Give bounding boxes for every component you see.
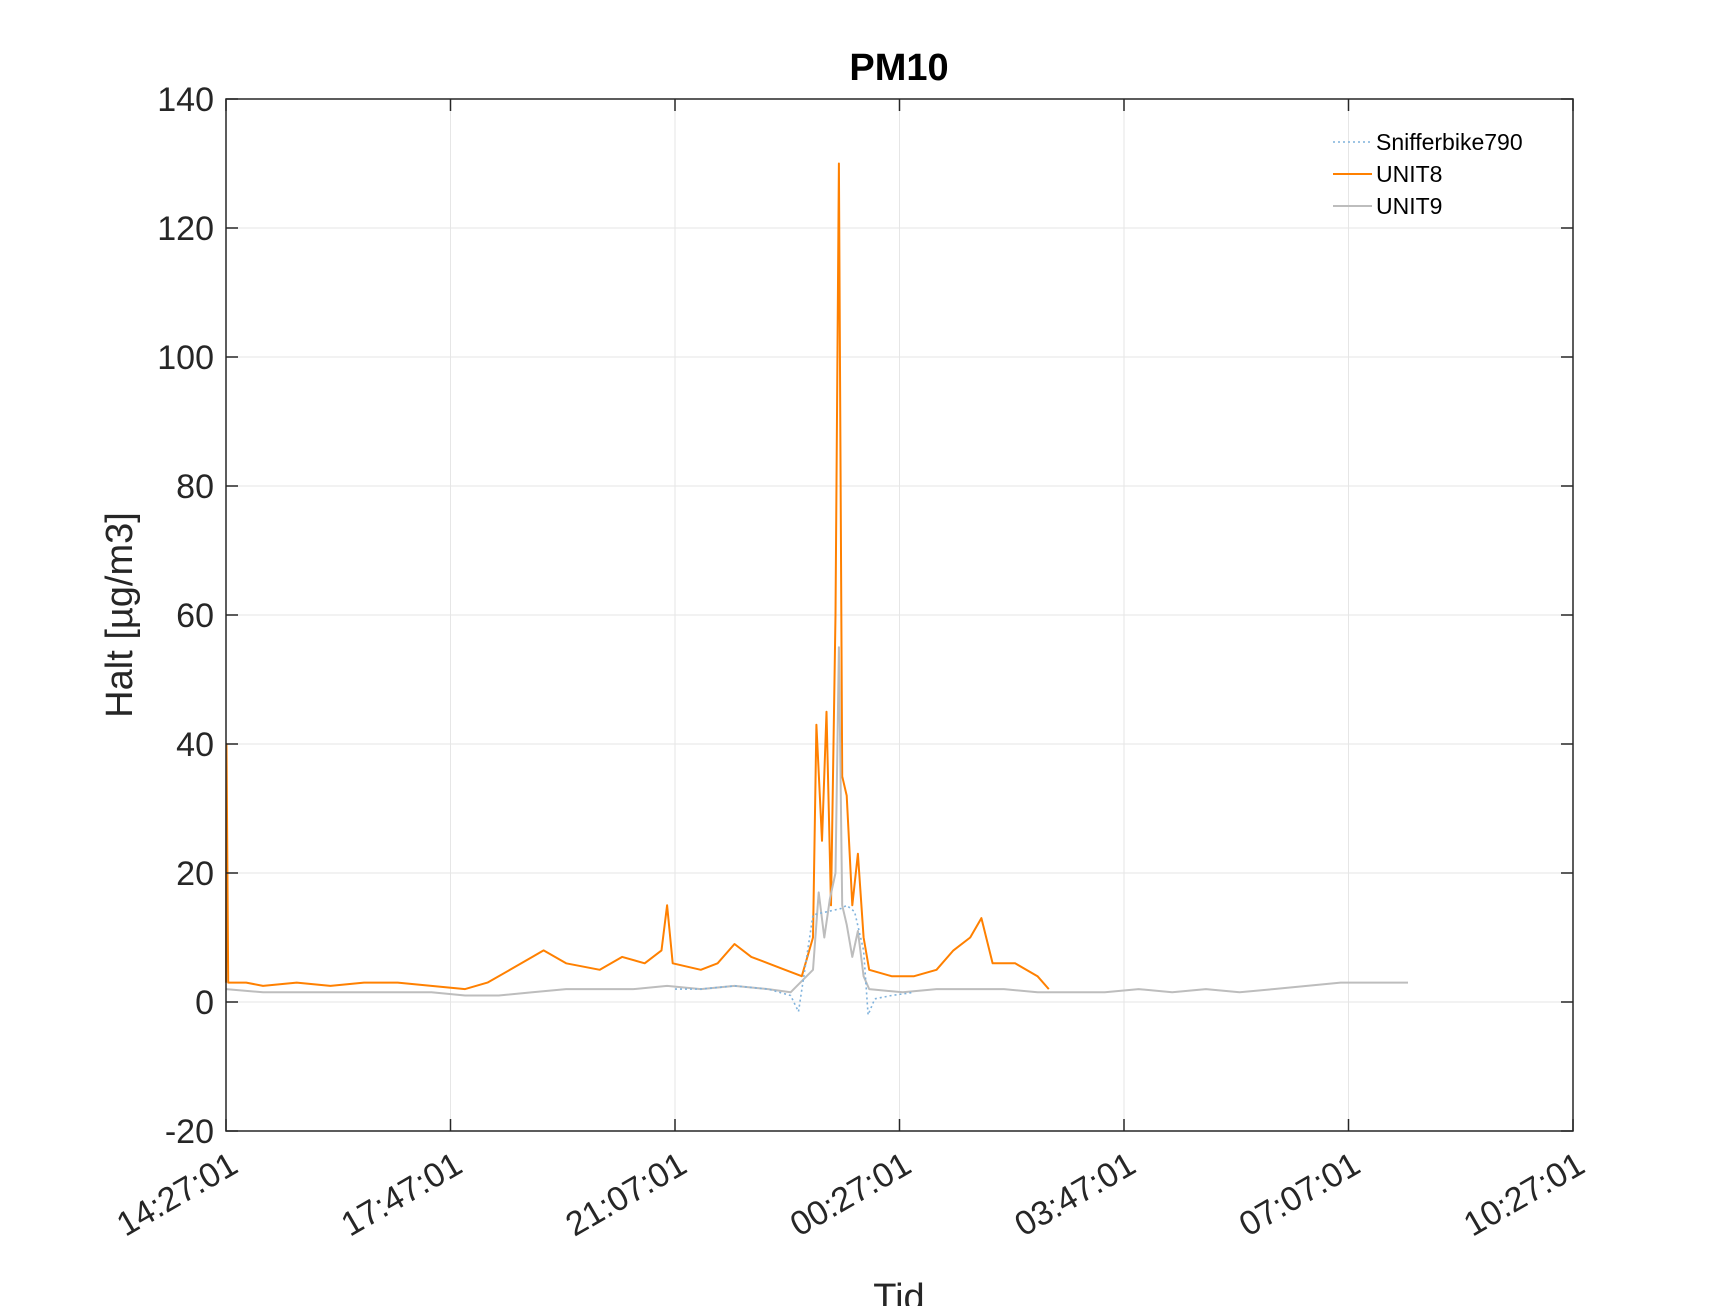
grid-lines [226, 99, 1573, 1131]
legend-label: UNIT8 [1376, 161, 1442, 187]
y-tick-label: 40 [176, 726, 214, 764]
plot-series [225, 162, 1408, 1016]
legend: Snifferbike790 UNIT8 UNIT9 [1333, 129, 1523, 219]
y-tick-label: 100 [157, 339, 214, 377]
y-tick-label: 120 [157, 210, 214, 248]
series-line-snifferbike790 [675, 904, 915, 1016]
series-line-unit9 [225, 646, 1408, 997]
chart-title: PM10 [849, 47, 948, 89]
y-tick-label: 0 [195, 984, 214, 1022]
y-tick-label: 20 [176, 855, 214, 893]
legend-label: UNIT9 [1376, 193, 1442, 219]
y-tick-label: 80 [176, 468, 214, 506]
x-axis-title: Tid [873, 1277, 924, 1306]
y-tick-label: -20 [165, 1113, 214, 1151]
series-line-unit8 [225, 162, 1050, 991]
y-axis-title: Halt [µg/m3] [99, 512, 141, 718]
legend-label: Snifferbike790 [1376, 129, 1523, 155]
y-tick-label: 60 [176, 597, 214, 635]
y-tick-label: 140 [157, 81, 214, 119]
